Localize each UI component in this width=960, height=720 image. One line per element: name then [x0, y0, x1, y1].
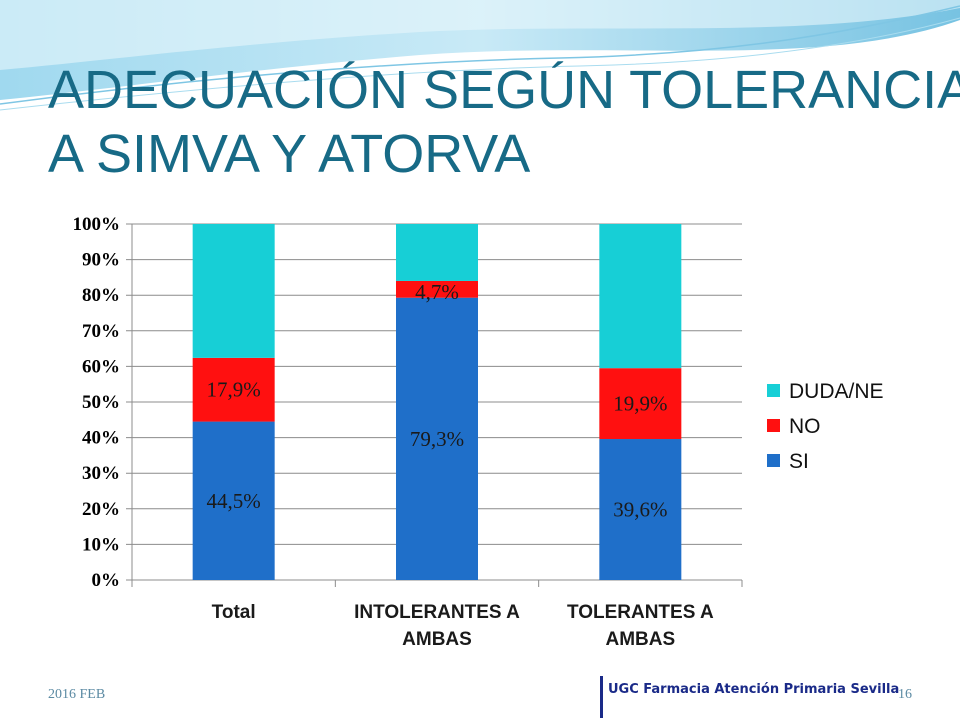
stacked-bar-chart: 0% 10% 20% 30% 40% 50% 60% 70% 80% 90% 100% Total IN…	[73, 214, 884, 650]
y-tick-label: 40%	[82, 428, 120, 449]
data-label: 17,9%	[207, 378, 261, 402]
y-tick-label: 60%	[82, 356, 120, 377]
y-tick-label: 10%	[82, 534, 120, 555]
legend-label: DUDA/NE	[789, 380, 884, 403]
legend-label: SI	[789, 450, 809, 473]
organization-name: UGC Farmacia Atención Primaria Sevilla	[608, 682, 900, 697]
y-tick-label: 0%	[92, 570, 121, 591]
bar-si-0	[192, 421, 275, 580]
slide-title: ADECUACIÓN SEGÚN TOLERANCIA A SIMVA Y AT…	[48, 58, 960, 186]
legend-swatch	[767, 419, 780, 432]
bar-duda-ne-1	[396, 224, 478, 281]
legend-label: NO	[789, 415, 821, 438]
slide-title-line-1: ADECUACIÓN SEGÚN TOLERANCIA	[48, 60, 960, 120]
bar-no-0	[192, 357, 275, 422]
x-category-label: INTOLERANTES A	[354, 602, 520, 623]
legend: DUDA/NE NO SI	[767, 380, 884, 473]
y-tick-label: 20%	[82, 499, 120, 520]
y-tick-label: 70%	[82, 321, 120, 342]
x-category-label: TOLERANTES A	[567, 602, 714, 623]
bar-duda-ne-0	[192, 224, 275, 358]
bars	[192, 224, 682, 580]
organization-divider	[600, 676, 603, 718]
header-wave-decoration	[0, 0, 960, 111]
data-labels: 44,5% 17,9% 79,3% 4,7% 39,6% 19,9%	[207, 280, 668, 522]
page-number: 16	[898, 687, 912, 702]
data-label: 4,7%	[415, 280, 459, 304]
bar-si-2	[599, 439, 682, 580]
bar-si-1	[396, 297, 478, 580]
bar-no-1	[396, 280, 478, 298]
y-tick-label: 100%	[73, 214, 121, 235]
data-label: 79,3%	[410, 427, 464, 451]
y-tick-label: 80%	[82, 285, 120, 306]
x-category-label: AMBAS	[605, 629, 675, 650]
bar-duda-ne-2	[599, 224, 682, 369]
y-tick-label: 90%	[82, 250, 120, 271]
data-label: 39,6%	[613, 498, 667, 522]
footer-date: 2016 FEB	[48, 687, 106, 702]
x-category-label: Total	[212, 602, 256, 623]
x-category-label: AMBAS	[402, 629, 472, 650]
bar-no-2	[599, 368, 682, 440]
slide-title-line-2: A SIMVA Y ATORVA	[48, 124, 531, 184]
legend-swatch	[767, 384, 780, 397]
axes: 0% 10% 20% 30% 40% 50% 60% 70% 80% 90% 100% Total IN…	[73, 214, 743, 650]
y-tick-label: 50%	[82, 392, 120, 413]
y-tick-label: 30%	[82, 463, 120, 484]
legend-swatch	[767, 454, 780, 467]
data-label: 19,9%	[613, 392, 667, 416]
data-label: 44,5%	[207, 489, 261, 513]
